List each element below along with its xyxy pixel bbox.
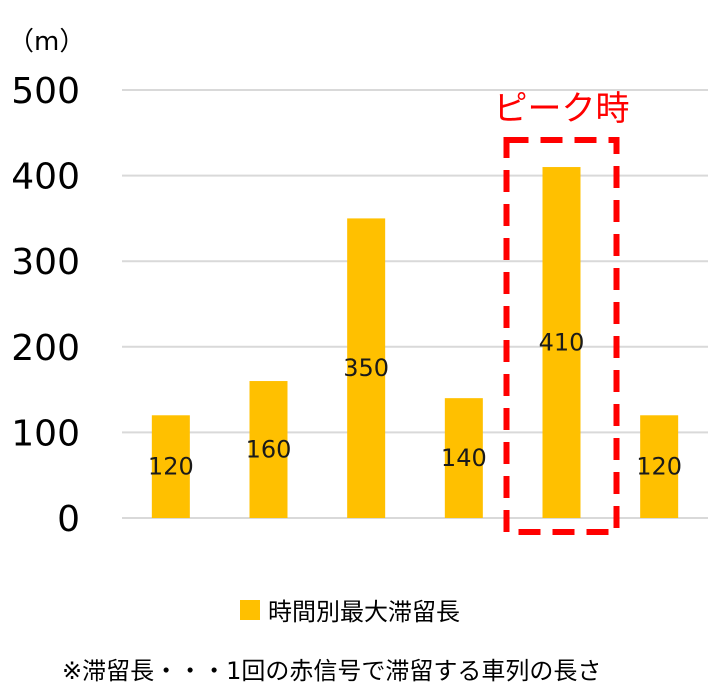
bar	[640, 415, 679, 518]
data-label: 160	[246, 436, 292, 464]
y-tick-label: 500	[11, 71, 80, 112]
data-label: 410	[539, 329, 585, 357]
data-label: 120	[636, 453, 682, 481]
data-label: 140	[441, 444, 487, 472]
y-tick-label: 300	[11, 242, 80, 283]
y-tick-label: 100	[11, 413, 80, 454]
peak-highlight-box	[503, 137, 620, 535]
gridlines	[122, 89, 708, 519]
legend-swatch	[240, 599, 260, 620]
legend: 時間別最大滞留長	[240, 592, 460, 627]
bar-chart: （m） 0 100 200 300 400 500 120 160 350 140 410120 …	[8, 27, 708, 540]
bar	[542, 167, 581, 519]
y-axis-unit-label: （m）	[8, 27, 85, 57]
data-label: 350	[343, 354, 389, 382]
bar	[151, 415, 190, 518]
y-tick-label: 200	[11, 328, 80, 369]
data-label: 120	[148, 453, 194, 481]
footnote: ※滞留長・・・1回の赤信号で滞留する車列の長さ	[62, 657, 602, 685]
y-axis-ticks: 0 100 200 300 400 500	[11, 71, 80, 540]
y-tick-label: 400	[11, 157, 80, 198]
y-tick-label: 0	[57, 499, 80, 540]
bar	[347, 218, 386, 518]
bar	[249, 381, 288, 518]
legend-label: 時間別最大滞留長	[268, 598, 460, 626]
bars	[151, 167, 679, 519]
data-labels: 120 160 350 140 410 120	[148, 329, 682, 481]
bar	[444, 398, 483, 518]
peak-annotation-label: ピーク時	[494, 89, 630, 129]
